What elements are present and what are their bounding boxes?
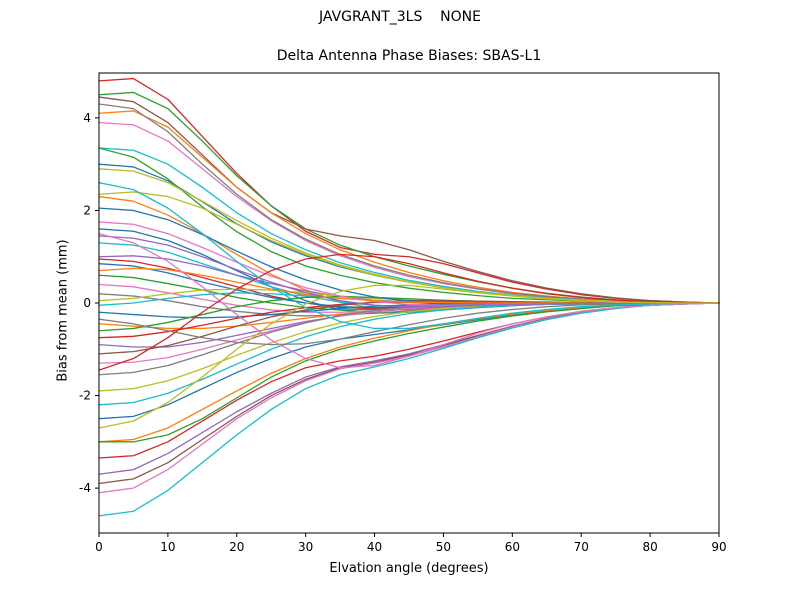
x-axis-label: Elvation angle (degrees) <box>329 561 489 576</box>
figure-suptitle: JAVGRANT_3LS NONE <box>319 9 481 25</box>
x-tick-label: 80 <box>642 540 657 554</box>
series-line-s48 <box>98 182 720 330</box>
series-line-s36 <box>98 302 720 459</box>
series-line-s47 <box>98 253 720 371</box>
series-line-s46 <box>98 232 720 369</box>
series-line-s41 <box>98 207 720 305</box>
series-line-s01 <box>98 77 720 304</box>
y-axis-label: Bias from mean (mm) <box>55 239 71 382</box>
series-line-s31 <box>98 302 720 392</box>
x-tick-label: 90 <box>711 540 726 554</box>
series-line-s11 <box>98 168 720 304</box>
y-tick-label: 4 <box>83 111 91 125</box>
series-line-s49 <box>98 284 720 429</box>
axes-title: Delta Antenna Phase Biases: SBAS-L1 <box>276 48 542 64</box>
x-tick-label: 30 <box>298 540 313 554</box>
x-tick-label: 50 <box>436 540 451 554</box>
x-tick-label: 10 <box>160 540 175 554</box>
series-line-s39 <box>98 302 720 494</box>
series-line-s40 <box>98 302 720 517</box>
series-line-s44 <box>98 302 720 346</box>
series-line-s05 <box>98 121 720 304</box>
y-tick-label: -4 <box>79 481 91 495</box>
x-tick-label: 60 <box>505 540 520 554</box>
y-tick-label: 2 <box>83 203 91 217</box>
series-line-s35 <box>98 302 720 443</box>
x-tick-label: 70 <box>574 540 589 554</box>
series-line-s03 <box>98 96 720 304</box>
series-line-s10 <box>98 191 720 304</box>
x-tick-label: 20 <box>229 540 244 554</box>
y-tick-label: 0 <box>83 296 91 310</box>
series-line-s45 <box>98 235 720 308</box>
y-tick-label: -2 <box>79 389 91 403</box>
x-tick-label: 40 <box>367 540 382 554</box>
x-tick-label: 0 <box>95 540 103 554</box>
